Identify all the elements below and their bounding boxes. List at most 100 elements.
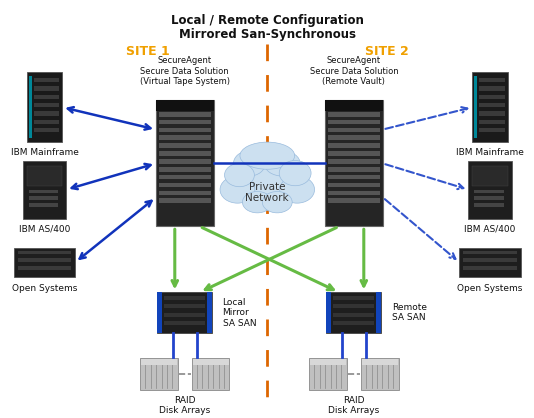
Ellipse shape xyxy=(233,151,265,176)
Text: Local
Mirror
SA SAN: Local Mirror SA SAN xyxy=(223,298,256,328)
FancyBboxPatch shape xyxy=(158,292,212,333)
FancyBboxPatch shape xyxy=(193,359,229,365)
Text: Local / Remote Configuration: Local / Remote Configuration xyxy=(171,14,364,27)
FancyBboxPatch shape xyxy=(14,248,75,277)
FancyBboxPatch shape xyxy=(192,358,230,390)
FancyBboxPatch shape xyxy=(164,321,205,325)
Text: SecureAgent
Secure Data Solution
(Remote Vault): SecureAgent Secure Data Solution (Remote… xyxy=(310,56,398,86)
FancyBboxPatch shape xyxy=(328,183,380,187)
FancyBboxPatch shape xyxy=(328,167,380,172)
FancyBboxPatch shape xyxy=(361,358,398,390)
FancyBboxPatch shape xyxy=(18,251,72,255)
FancyBboxPatch shape xyxy=(328,175,380,179)
FancyBboxPatch shape xyxy=(34,103,59,107)
FancyBboxPatch shape xyxy=(34,112,59,115)
FancyBboxPatch shape xyxy=(27,72,62,142)
Text: RAID
Disk Arrays: RAID Disk Arrays xyxy=(328,396,380,415)
FancyBboxPatch shape xyxy=(326,292,381,333)
FancyBboxPatch shape xyxy=(34,128,59,132)
Ellipse shape xyxy=(220,176,255,203)
Text: SITE 1: SITE 1 xyxy=(126,45,170,58)
FancyBboxPatch shape xyxy=(159,183,210,187)
FancyBboxPatch shape xyxy=(159,199,210,203)
FancyBboxPatch shape xyxy=(310,359,346,365)
FancyBboxPatch shape xyxy=(328,191,380,195)
Text: Remote
SA SAN: Remote SA SAN xyxy=(391,303,427,322)
FancyBboxPatch shape xyxy=(159,167,210,172)
FancyBboxPatch shape xyxy=(362,359,398,365)
FancyBboxPatch shape xyxy=(159,127,210,132)
FancyBboxPatch shape xyxy=(156,100,214,227)
FancyBboxPatch shape xyxy=(333,321,374,325)
FancyBboxPatch shape xyxy=(158,292,162,333)
Ellipse shape xyxy=(280,176,315,203)
FancyBboxPatch shape xyxy=(326,292,332,333)
FancyBboxPatch shape xyxy=(159,120,210,125)
FancyBboxPatch shape xyxy=(464,251,517,255)
FancyBboxPatch shape xyxy=(159,175,210,179)
FancyBboxPatch shape xyxy=(18,266,72,270)
FancyBboxPatch shape xyxy=(328,143,380,148)
Ellipse shape xyxy=(232,161,302,209)
Text: Open Systems: Open Systems xyxy=(458,283,523,293)
Text: SecureAgent
Secure Data Solution
(Virtual Tape System): SecureAgent Secure Data Solution (Virtua… xyxy=(140,56,230,86)
FancyBboxPatch shape xyxy=(479,103,505,107)
FancyBboxPatch shape xyxy=(328,112,380,117)
Text: Private
Network: Private Network xyxy=(246,182,289,203)
FancyBboxPatch shape xyxy=(28,196,58,200)
FancyBboxPatch shape xyxy=(159,159,210,164)
Text: IBM AS/400: IBM AS/400 xyxy=(19,224,70,234)
FancyBboxPatch shape xyxy=(474,76,477,138)
FancyBboxPatch shape xyxy=(479,128,505,132)
FancyBboxPatch shape xyxy=(34,87,59,91)
FancyBboxPatch shape xyxy=(464,266,517,270)
FancyBboxPatch shape xyxy=(325,100,383,110)
FancyBboxPatch shape xyxy=(333,304,374,308)
FancyBboxPatch shape xyxy=(328,159,380,164)
FancyBboxPatch shape xyxy=(28,76,32,138)
Text: Open Systems: Open Systems xyxy=(12,283,77,293)
Ellipse shape xyxy=(264,151,300,176)
FancyBboxPatch shape xyxy=(164,296,205,300)
FancyBboxPatch shape xyxy=(333,313,374,317)
FancyBboxPatch shape xyxy=(159,112,210,117)
Text: IBM AS/400: IBM AS/400 xyxy=(465,224,516,234)
FancyBboxPatch shape xyxy=(459,248,521,277)
FancyBboxPatch shape xyxy=(159,143,210,148)
FancyBboxPatch shape xyxy=(141,359,177,365)
FancyBboxPatch shape xyxy=(474,190,504,194)
FancyBboxPatch shape xyxy=(159,151,210,156)
FancyBboxPatch shape xyxy=(479,78,505,82)
FancyBboxPatch shape xyxy=(474,196,504,200)
FancyBboxPatch shape xyxy=(207,292,212,333)
FancyBboxPatch shape xyxy=(333,296,374,300)
Text: IBM Mainframe: IBM Mainframe xyxy=(456,148,524,157)
FancyBboxPatch shape xyxy=(22,161,66,219)
FancyBboxPatch shape xyxy=(376,292,381,333)
FancyBboxPatch shape xyxy=(464,258,517,262)
FancyBboxPatch shape xyxy=(140,358,178,390)
FancyBboxPatch shape xyxy=(34,78,59,82)
Ellipse shape xyxy=(262,191,292,213)
FancyBboxPatch shape xyxy=(479,87,505,91)
FancyBboxPatch shape xyxy=(328,127,380,132)
FancyBboxPatch shape xyxy=(472,72,508,142)
FancyBboxPatch shape xyxy=(28,190,58,194)
FancyBboxPatch shape xyxy=(159,135,210,140)
FancyBboxPatch shape xyxy=(164,304,205,308)
FancyBboxPatch shape xyxy=(468,161,512,219)
FancyBboxPatch shape xyxy=(472,166,508,186)
FancyBboxPatch shape xyxy=(328,120,380,125)
FancyBboxPatch shape xyxy=(28,203,58,207)
Text: Mirrored San-Synchronous: Mirrored San-Synchronous xyxy=(179,28,356,41)
Ellipse shape xyxy=(240,142,295,169)
FancyBboxPatch shape xyxy=(309,358,347,390)
FancyBboxPatch shape xyxy=(325,100,383,227)
Ellipse shape xyxy=(242,191,272,213)
FancyBboxPatch shape xyxy=(328,151,380,156)
FancyBboxPatch shape xyxy=(479,95,505,99)
FancyBboxPatch shape xyxy=(34,95,59,99)
Text: RAID
Disk Arrays: RAID Disk Arrays xyxy=(159,396,210,415)
FancyBboxPatch shape xyxy=(34,120,59,124)
FancyBboxPatch shape xyxy=(474,203,504,207)
